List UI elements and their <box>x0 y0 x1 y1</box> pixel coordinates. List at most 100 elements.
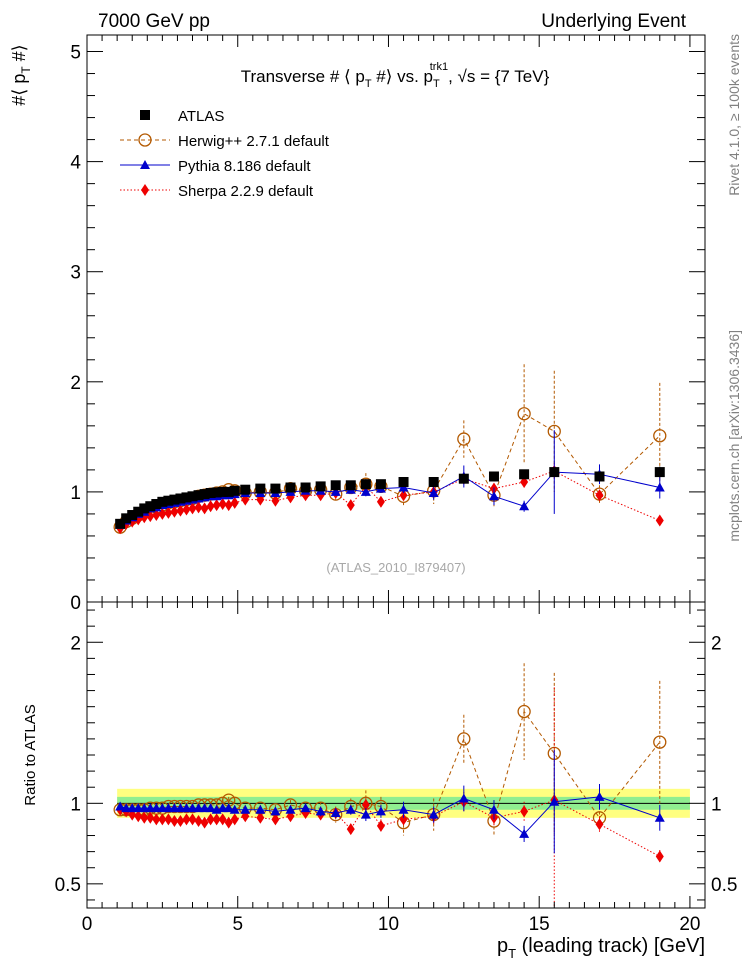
ratio-point-herwig <box>653 735 667 749</box>
analysis-watermark: (ATLAS_2010_I879407) <box>326 560 465 575</box>
main-point-sherpa <box>224 499 233 512</box>
header-left: 7000 GeV pp <box>98 11 210 32</box>
legend-entry-atlas: ATLAS <box>140 108 224 125</box>
main-point-atlas <box>115 518 126 529</box>
legend-label-sherpa: Sherpa 2.2.9 default <box>178 183 314 200</box>
legend-marker-atlas <box>140 110 150 120</box>
ratio-y-tick-label-right: 1 <box>711 794 722 815</box>
ratio-point-pythia <box>488 804 499 814</box>
main-point-atlas <box>488 471 499 482</box>
ratio-point-sherpa <box>224 816 233 829</box>
ratio-point-pythia <box>270 806 281 816</box>
ratio-point-pythia <box>458 793 469 803</box>
ratio-point-sherpa <box>399 813 408 826</box>
main-point-sherpa <box>170 505 179 518</box>
ratio-point-pythia <box>300 803 311 813</box>
main-point-atlas <box>205 488 216 499</box>
ratio-y-tick-label: 0.5 <box>55 875 81 896</box>
ratio-point-pythia <box>345 804 356 814</box>
main-point-atlas <box>300 482 311 493</box>
main-y-tick-label: 0 <box>70 593 81 614</box>
main-point-atlas <box>270 483 281 494</box>
x-tick-label: 15 <box>529 914 550 935</box>
ratio-point-pythia <box>654 812 665 822</box>
ratio-point-sherpa <box>655 850 664 863</box>
main-point-atlas <box>139 503 150 514</box>
main-y-tick-label: 5 <box>70 43 81 64</box>
legend-marker-herwig <box>138 133 152 147</box>
ratio-point-sherpa <box>152 813 161 826</box>
main-point-atlas <box>240 484 251 495</box>
ratio-point-sherpa <box>134 810 143 823</box>
main-point-sherpa <box>595 489 604 502</box>
x-tick-label: 20 <box>679 914 700 935</box>
ratio-point-pythia <box>549 796 560 806</box>
main-title-part-d: s = {7 TeV} <box>467 67 550 86</box>
main-title-root: √ <box>458 67 468 86</box>
ratio-point-sherpa <box>595 818 604 831</box>
main-point-atlas <box>145 501 156 512</box>
main-title-sub: T <box>365 78 372 90</box>
main-point-atlas <box>330 480 341 491</box>
main-point-atlas <box>223 486 234 497</box>
main-point-atlas <box>211 487 222 498</box>
legend-label-pythia: Pythia 8.186 default <box>178 158 311 175</box>
ratio-point-sherpa <box>140 811 149 824</box>
main-ylabel: #⟨ pT #⟩ <box>9 44 33 105</box>
legend: ATLAS Herwig++ 2.7.1 default Pythia 8.18… <box>120 108 330 200</box>
main-point-atlas <box>217 486 228 497</box>
ratio-point-sherpa <box>520 805 529 818</box>
ratio-point-pythia <box>594 791 605 801</box>
main-title: Transverse # ⟨ pT #⟩ vs. pTtrk1, √s = {7… <box>241 61 550 90</box>
ratio-point-sherpa <box>361 798 370 811</box>
main-point-herwig <box>517 407 531 421</box>
ratio-point-sherpa <box>188 813 197 826</box>
main-y-tick-label: 4 <box>70 153 81 174</box>
ratio-point-sherpa <box>200 816 209 829</box>
main-point-atlas <box>375 479 386 490</box>
main-point-atlas <box>169 494 180 505</box>
main-point-pythia <box>428 488 439 498</box>
axes: 0 5 10 15 20 0 1 2 3 4 5 0.5 0.5 1 1 2 2 <box>55 34 737 935</box>
ratio-point-pythia <box>229 804 240 814</box>
main-point-atlas <box>549 467 560 478</box>
main-point-atlas <box>229 485 240 496</box>
main-point-pythia <box>519 501 530 511</box>
main-point-sherpa <box>164 506 173 519</box>
ratio-ylabel: Ratio to ATLAS <box>22 704 39 805</box>
ratio-point-pythia <box>398 804 409 814</box>
ratio-point-herwig <box>517 704 531 719</box>
main-point-sherpa <box>376 495 385 508</box>
ratio-point-pythia <box>428 809 439 819</box>
legend-label-atlas: ATLAS <box>178 108 224 125</box>
main-point-pythia <box>398 482 409 492</box>
main-point-atlas <box>151 499 162 510</box>
main-point-atlas <box>654 467 665 478</box>
xlabel-end: (leading track) [GeV] <box>516 935 705 957</box>
header-right: Underlying Event <box>541 11 686 32</box>
main-point-atlas <box>181 492 192 503</box>
main-point-atlas <box>428 476 439 487</box>
legend-marker-pythia <box>140 160 150 169</box>
main-point-atlas <box>345 480 356 491</box>
ratio-point-sherpa <box>212 813 221 826</box>
ratio-point-sherpa <box>230 813 239 826</box>
main-title-part-a: Transverse # ⟨ p <box>241 67 365 86</box>
main-point-atlas <box>360 479 371 490</box>
main-ylabel-main: #⟨ p <box>9 74 29 106</box>
ratio-point-sherpa <box>158 813 167 826</box>
ratio-point-sherpa <box>346 823 355 836</box>
main-point-pythia <box>654 482 665 492</box>
ratio-point-pythia <box>205 803 216 813</box>
ratio-frame <box>86 601 706 909</box>
main-point-sherpa <box>271 494 280 507</box>
main-point-pythia <box>488 491 499 501</box>
ratio-point-pythia <box>285 804 296 814</box>
ratio-point-pythia <box>115 801 126 811</box>
main-point-sherpa <box>140 511 149 524</box>
legend-entry-pythia: Pythia 8.186 default <box>120 158 311 175</box>
x-tick-label: 10 <box>378 914 399 935</box>
main-line-herwig <box>119 413 661 528</box>
x-tick-label: 0 <box>82 914 93 935</box>
main-point-atlas <box>175 493 186 504</box>
